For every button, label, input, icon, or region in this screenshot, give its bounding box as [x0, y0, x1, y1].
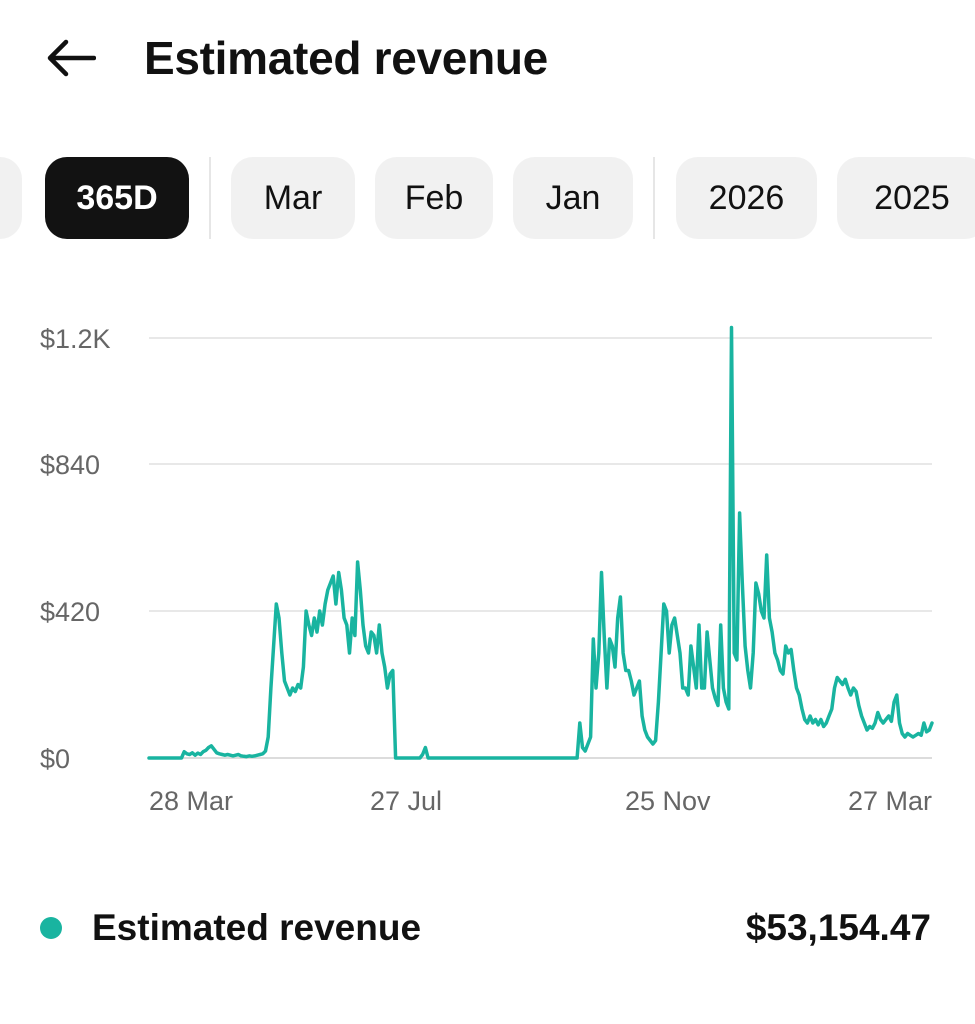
revenue-chart-svg: $0 $420 $840 $1.2K 28 Mar 27 Jul 25 Nov 27 Mar — [40, 324, 934, 816]
chart-legend: Estimated revenue $53,154.47 — [0, 895, 975, 975]
y-tick-label: $1.2K — [40, 324, 111, 354]
x-tick-label: 28 Mar — [149, 786, 233, 816]
legend-color-dot — [40, 917, 62, 939]
tab-365d[interactable]: 365D — [45, 157, 189, 239]
tab-2026[interactable]: 2026 — [676, 157, 817, 239]
y-tick-label: $420 — [40, 597, 100, 627]
x-tick-label: 27 Jul — [370, 786, 442, 816]
tab-partial-left[interactable] — [0, 157, 22, 239]
x-tick-label: 25 Nov — [625, 786, 711, 816]
back-button[interactable] — [40, 28, 100, 88]
revenue-chart: $0 $420 $840 $1.2K 28 Mar 27 Jul 25 Nov 27 Mar — [0, 300, 975, 840]
total-revenue-value: $53,154.47 — [745, 907, 931, 948]
app-header: Estimated revenue — [0, 0, 975, 115]
x-tick-label: 27 Mar — [848, 786, 932, 816]
period-tabs: 365D Mar Feb Jan 2026 2025 — [0, 157, 975, 239]
tab-divider — [653, 157, 655, 239]
y-tick-label: $0 — [40, 744, 70, 774]
y-tick-label: $840 — [40, 450, 100, 480]
arrow-left-icon — [47, 39, 96, 77]
page-title: Estimated revenue — [144, 32, 548, 84]
tab-2025[interactable]: 2025 — [837, 157, 975, 239]
legend-label: Estimated revenue — [92, 907, 422, 948]
tab-jan[interactable]: Jan — [513, 157, 633, 239]
revenue-series-line — [147, 325, 934, 760]
tab-feb[interactable]: Feb — [375, 157, 493, 239]
tab-mar[interactable]: Mar — [231, 157, 355, 239]
tab-divider — [209, 157, 211, 239]
